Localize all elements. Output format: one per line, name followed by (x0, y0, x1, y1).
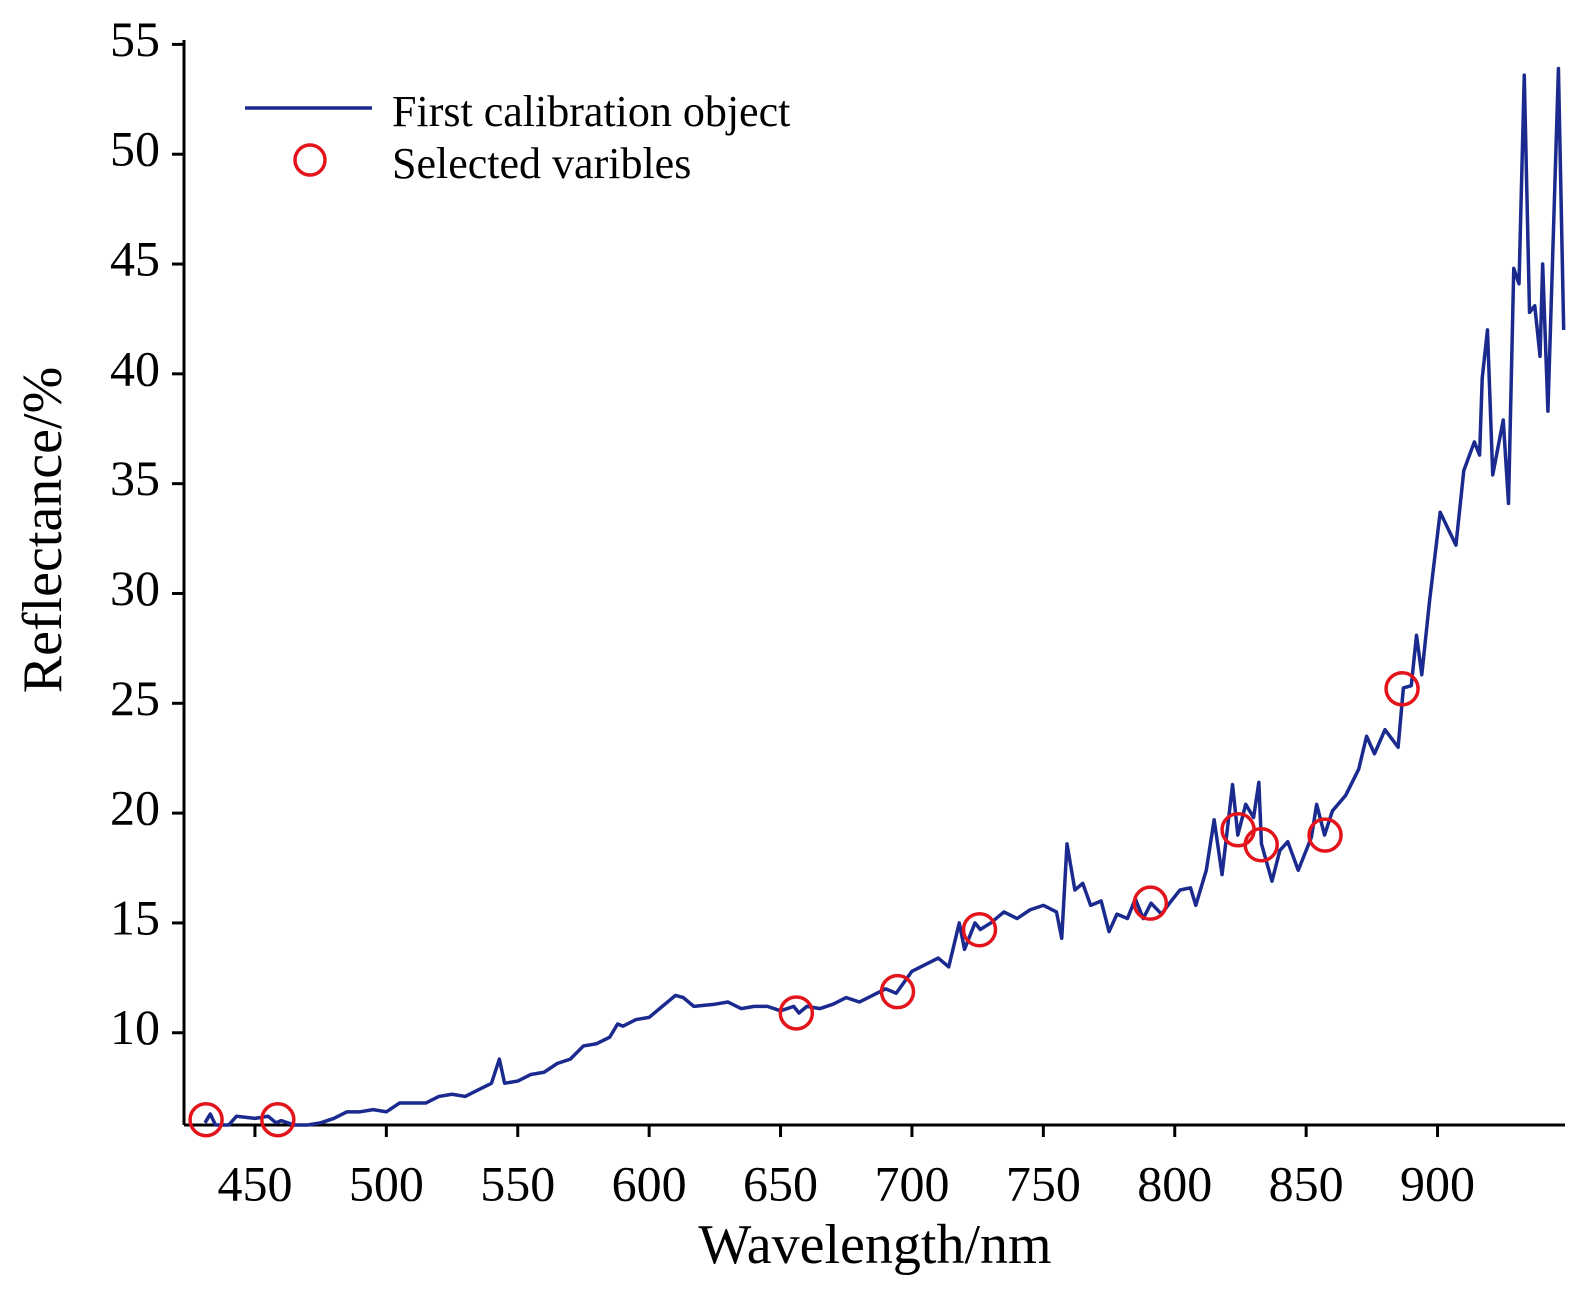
x-tick-label: 900 (1400, 1155, 1475, 1211)
x-tick-label: 850 (1269, 1155, 1344, 1211)
legend-label: Selected varibles (392, 139, 691, 188)
data-point (778, 995, 815, 1031)
y-tick-label: 10 (110, 999, 160, 1055)
x-tick-label: 800 (1137, 1155, 1212, 1211)
data-point (1132, 885, 1169, 921)
x-tick-label: 650 (743, 1155, 818, 1211)
y-tick-label: 25 (110, 670, 160, 726)
data-point (1307, 817, 1343, 853)
x-tick-label: 500 (349, 1155, 424, 1211)
y-tick-label: 50 (110, 121, 160, 177)
data-point (1243, 826, 1279, 863)
data-point (188, 1101, 224, 1138)
x-axis-label: Wavelength/nm (698, 1214, 1051, 1276)
data-point (961, 911, 998, 948)
x-tick-label: 600 (612, 1155, 687, 1211)
data-line (203, 66, 1566, 1127)
y-tick-label: 15 (110, 889, 160, 945)
y-axis-label: Reflectance/% (12, 367, 74, 693)
y-tick-label: 40 (110, 340, 160, 396)
x-tick-label: 750 (1006, 1155, 1081, 1211)
data-point (879, 973, 916, 1010)
y-tick-label: 55 (110, 11, 160, 67)
data-point (260, 1101, 296, 1138)
x-tick-label: 550 (480, 1155, 555, 1211)
legend-label: First calibration object (392, 87, 790, 136)
legend-marker (293, 143, 327, 177)
y-tick-label: 35 (110, 450, 160, 506)
y-tick-label: 45 (110, 230, 160, 286)
y-tick-label: 30 (110, 560, 160, 616)
y-tick-label: 20 (110, 780, 160, 836)
data-point (1384, 671, 1420, 707)
x-tick-label: 450 (217, 1155, 292, 1211)
x-tick-label: 700 (874, 1155, 949, 1211)
